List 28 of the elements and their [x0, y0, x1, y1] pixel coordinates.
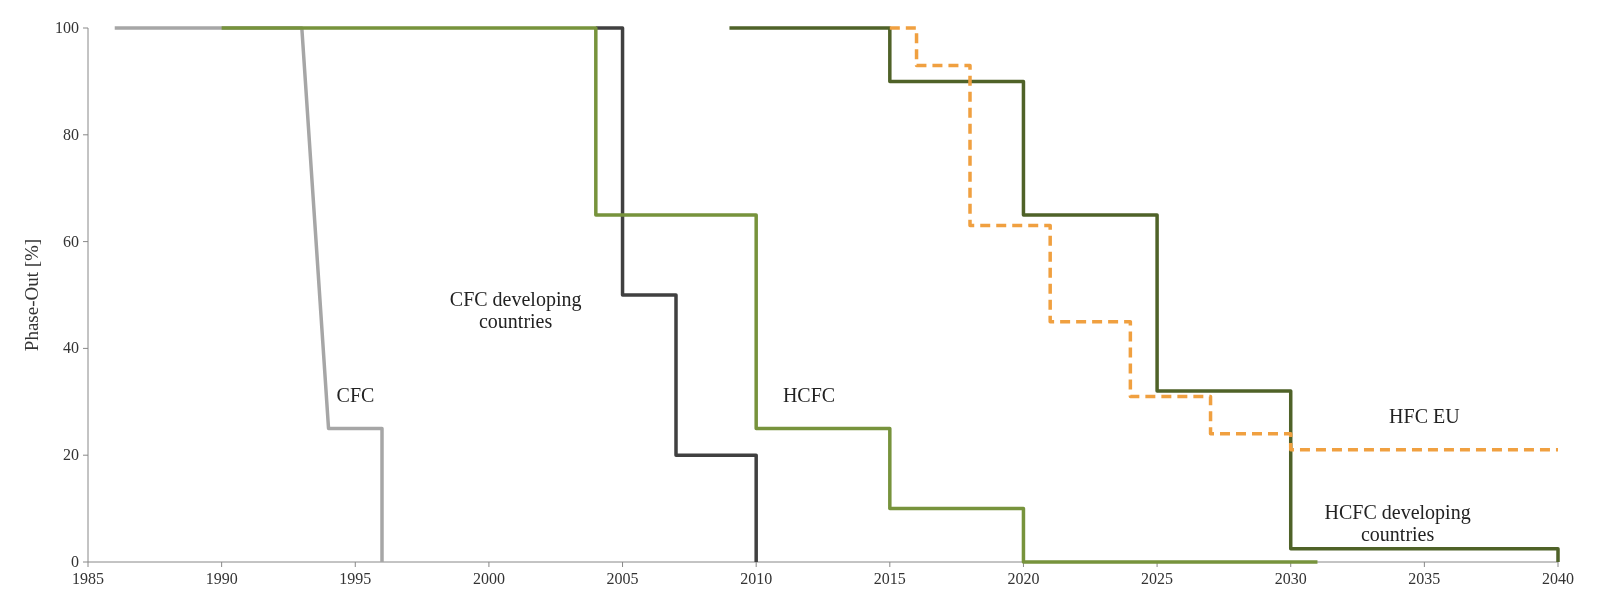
- series-label: HFC EU: [1389, 405, 1461, 428]
- x-tick-label: 2020: [1007, 570, 1040, 587]
- line-series: [727, 26, 1560, 564]
- x-tick-label: 2040: [1542, 570, 1574, 587]
- x-tick-label: 2035: [1408, 570, 1441, 587]
- x-tick-label: 1990: [205, 570, 238, 587]
- series-label: HCFC: [782, 383, 836, 406]
- x-tick-label: 2030: [1274, 570, 1307, 587]
- text: CFC developing countries: [449, 287, 582, 332]
- x-tick-label: 1985: [72, 570, 104, 587]
- y-axis-title: Phase-Out [%]: [21, 238, 42, 352]
- y-tick-label: 80: [63, 125, 79, 143]
- y-tick-label: 0: [71, 553, 79, 570]
- y-tick-label: 100: [55, 19, 79, 36]
- x-tick-label: 2005: [606, 570, 639, 587]
- x-tick-label: 2015: [873, 570, 906, 587]
- series-label: HCFC developing countries: [1324, 501, 1471, 546]
- line-series: [888, 26, 1560, 452]
- line-series: [594, 26, 758, 564]
- x-tick-label: 2025: [1141, 570, 1174, 587]
- x-tick-label: 2010: [740, 570, 773, 587]
- y-tick-label: 20: [63, 446, 79, 464]
- y-tick-label: 40: [63, 339, 79, 357]
- y-tick-label: 60: [63, 232, 79, 250]
- line-series: [219, 26, 1320, 564]
- x-tick-label: 2000: [472, 570, 505, 587]
- series-label: CFC: [336, 383, 375, 406]
- x-tick-label: 1995: [339, 570, 372, 587]
